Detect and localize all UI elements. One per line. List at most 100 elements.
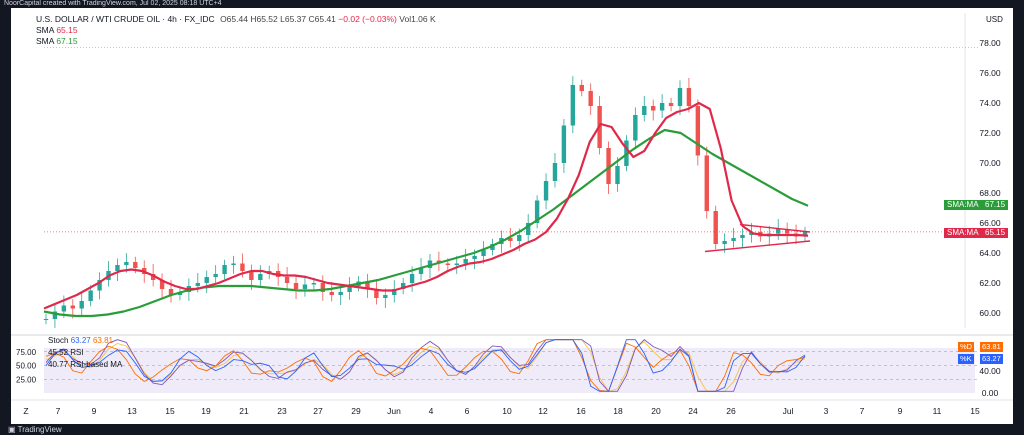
time-tick-label: Z — [23, 406, 28, 416]
candle-body — [133, 262, 138, 268]
candle-body — [588, 91, 593, 106]
currency-label[interactable]: USD — [986, 15, 1003, 24]
candle-body — [383, 295, 388, 298]
sma-fast-label[interactable]: SMA — [36, 25, 54, 35]
sma-fast-value: 65.15 — [56, 25, 78, 35]
rsi-ma-label[interactable]: RSI-based MA — [70, 360, 123, 369]
candle-body — [749, 232, 754, 235]
candle-body — [204, 277, 209, 283]
price-tick-label: 78.00 — [979, 38, 1001, 48]
candle-body — [731, 238, 736, 241]
candle-body — [400, 283, 406, 289]
stoch-k-line — [45, 339, 806, 392]
oscillator-right-tick: 0.00 — [982, 388, 999, 398]
price-tick-label: 62.00 — [979, 278, 1001, 288]
candle-body — [329, 292, 334, 295]
sma-fast-tag-value: 65.15 — [982, 228, 1009, 238]
time-tick-label: 24 — [688, 406, 698, 416]
candle-body — [525, 223, 531, 235]
tradingview-brand: ▣ TradingView — [0, 424, 1024, 435]
time-tick-label: 23 — [277, 406, 287, 416]
candle-body — [543, 181, 549, 201]
time-tick-label: 9 — [92, 406, 97, 416]
symbol-title[interactable]: U.S. DOLLAR / WTI CRUDE OIL · 4h · FX_ID… — [36, 14, 215, 24]
candle-body — [392, 289, 397, 295]
ohlc-close: C65.41 — [308, 14, 336, 24]
stoch-k-tag-value: 63.27 — [980, 354, 1003, 364]
candle-body — [642, 106, 647, 115]
ohlc-open: O65.44 — [220, 14, 248, 24]
stoch-label[interactable]: Stoch — [48, 336, 69, 345]
candle-body — [534, 200, 540, 223]
sma-slow-value: 67.15 — [56, 36, 78, 46]
oscillator-left-tick: 25.00 — [16, 375, 37, 384]
rsi-value: 45.52 — [48, 348, 69, 357]
stoch-d-value: 63.81 — [92, 336, 113, 345]
sma-slow-tag-value: 67.15 — [982, 200, 1009, 210]
ohlc-high: H65.52 — [250, 14, 278, 24]
triangle-lower-line — [704, 240, 811, 253]
sma-slow-label[interactable]: SMA — [36, 36, 54, 46]
sma-slow-line — [43, 128, 809, 318]
price-tick-label: 70.00 — [979, 158, 1001, 168]
candle-body — [463, 259, 468, 264]
candle-body — [579, 85, 584, 91]
candle-body — [302, 284, 308, 289]
candle-body — [686, 88, 692, 106]
candle-body — [481, 250, 486, 256]
candle-body — [159, 280, 165, 289]
time-tick-label: 27 — [313, 406, 323, 416]
candle-body — [311, 283, 317, 285]
time-tick-label: 4 — [429, 406, 434, 416]
candle-body — [668, 103, 674, 106]
time-tick-label: 21 — [239, 406, 249, 416]
rsi-ma-value: 40.77 — [48, 360, 69, 369]
ohlc-change: −0.02 (−0.03%) — [338, 14, 397, 24]
time-tick-label: 7 — [56, 406, 61, 416]
candle-body — [338, 292, 343, 295]
time-tick-label: 3 — [824, 406, 829, 416]
candle-body — [784, 229, 790, 234]
candle-body — [195, 283, 200, 286]
candle-body — [695, 106, 701, 156]
candle-body — [776, 229, 781, 234]
candle-body — [293, 283, 299, 289]
time-tick-label: 18 — [613, 406, 623, 416]
sma-slow-tag-label: SMA:MA — [944, 200, 982, 210]
candle-body — [606, 148, 611, 184]
candle-body — [88, 290, 93, 301]
candle-body — [517, 235, 522, 241]
stoch-k-tag-label: %K — [958, 354, 974, 364]
candle-body — [561, 125, 567, 163]
candle-body — [284, 277, 290, 283]
candle-body — [508, 238, 513, 241]
candle-body — [802, 232, 808, 237]
stoch-d-tag-value: 63.81 — [980, 342, 1003, 352]
candle-body — [633, 115, 638, 141]
triangle-upper-line — [739, 223, 811, 233]
time-tick-label: Jul — [783, 406, 794, 416]
stoch-d-tag-label: %D — [958, 342, 975, 352]
time-tick-label: 26 — [726, 406, 736, 416]
candle-body — [124, 262, 129, 265]
candle-body — [115, 265, 120, 271]
rsi-label[interactable]: RSI — [70, 348, 84, 357]
candle-body — [240, 263, 245, 271]
candle-body — [409, 274, 415, 283]
price-tick-label: 72.00 — [979, 128, 1001, 138]
time-tick-label: 20 — [651, 406, 661, 416]
candle-body — [258, 274, 263, 280]
time-tick-label: 15 — [165, 406, 175, 416]
candle-body — [213, 274, 218, 277]
candle-body — [150, 274, 156, 280]
candle-body — [704, 155, 709, 211]
candle-body — [79, 301, 84, 309]
oscillator-right-tick: 40.00 — [979, 366, 1001, 376]
candle-body — [570, 85, 576, 126]
price-tick-label: 66.00 — [979, 218, 1001, 228]
candle-body — [374, 289, 379, 298]
candle-body — [168, 289, 174, 295]
candle-body — [552, 163, 558, 181]
